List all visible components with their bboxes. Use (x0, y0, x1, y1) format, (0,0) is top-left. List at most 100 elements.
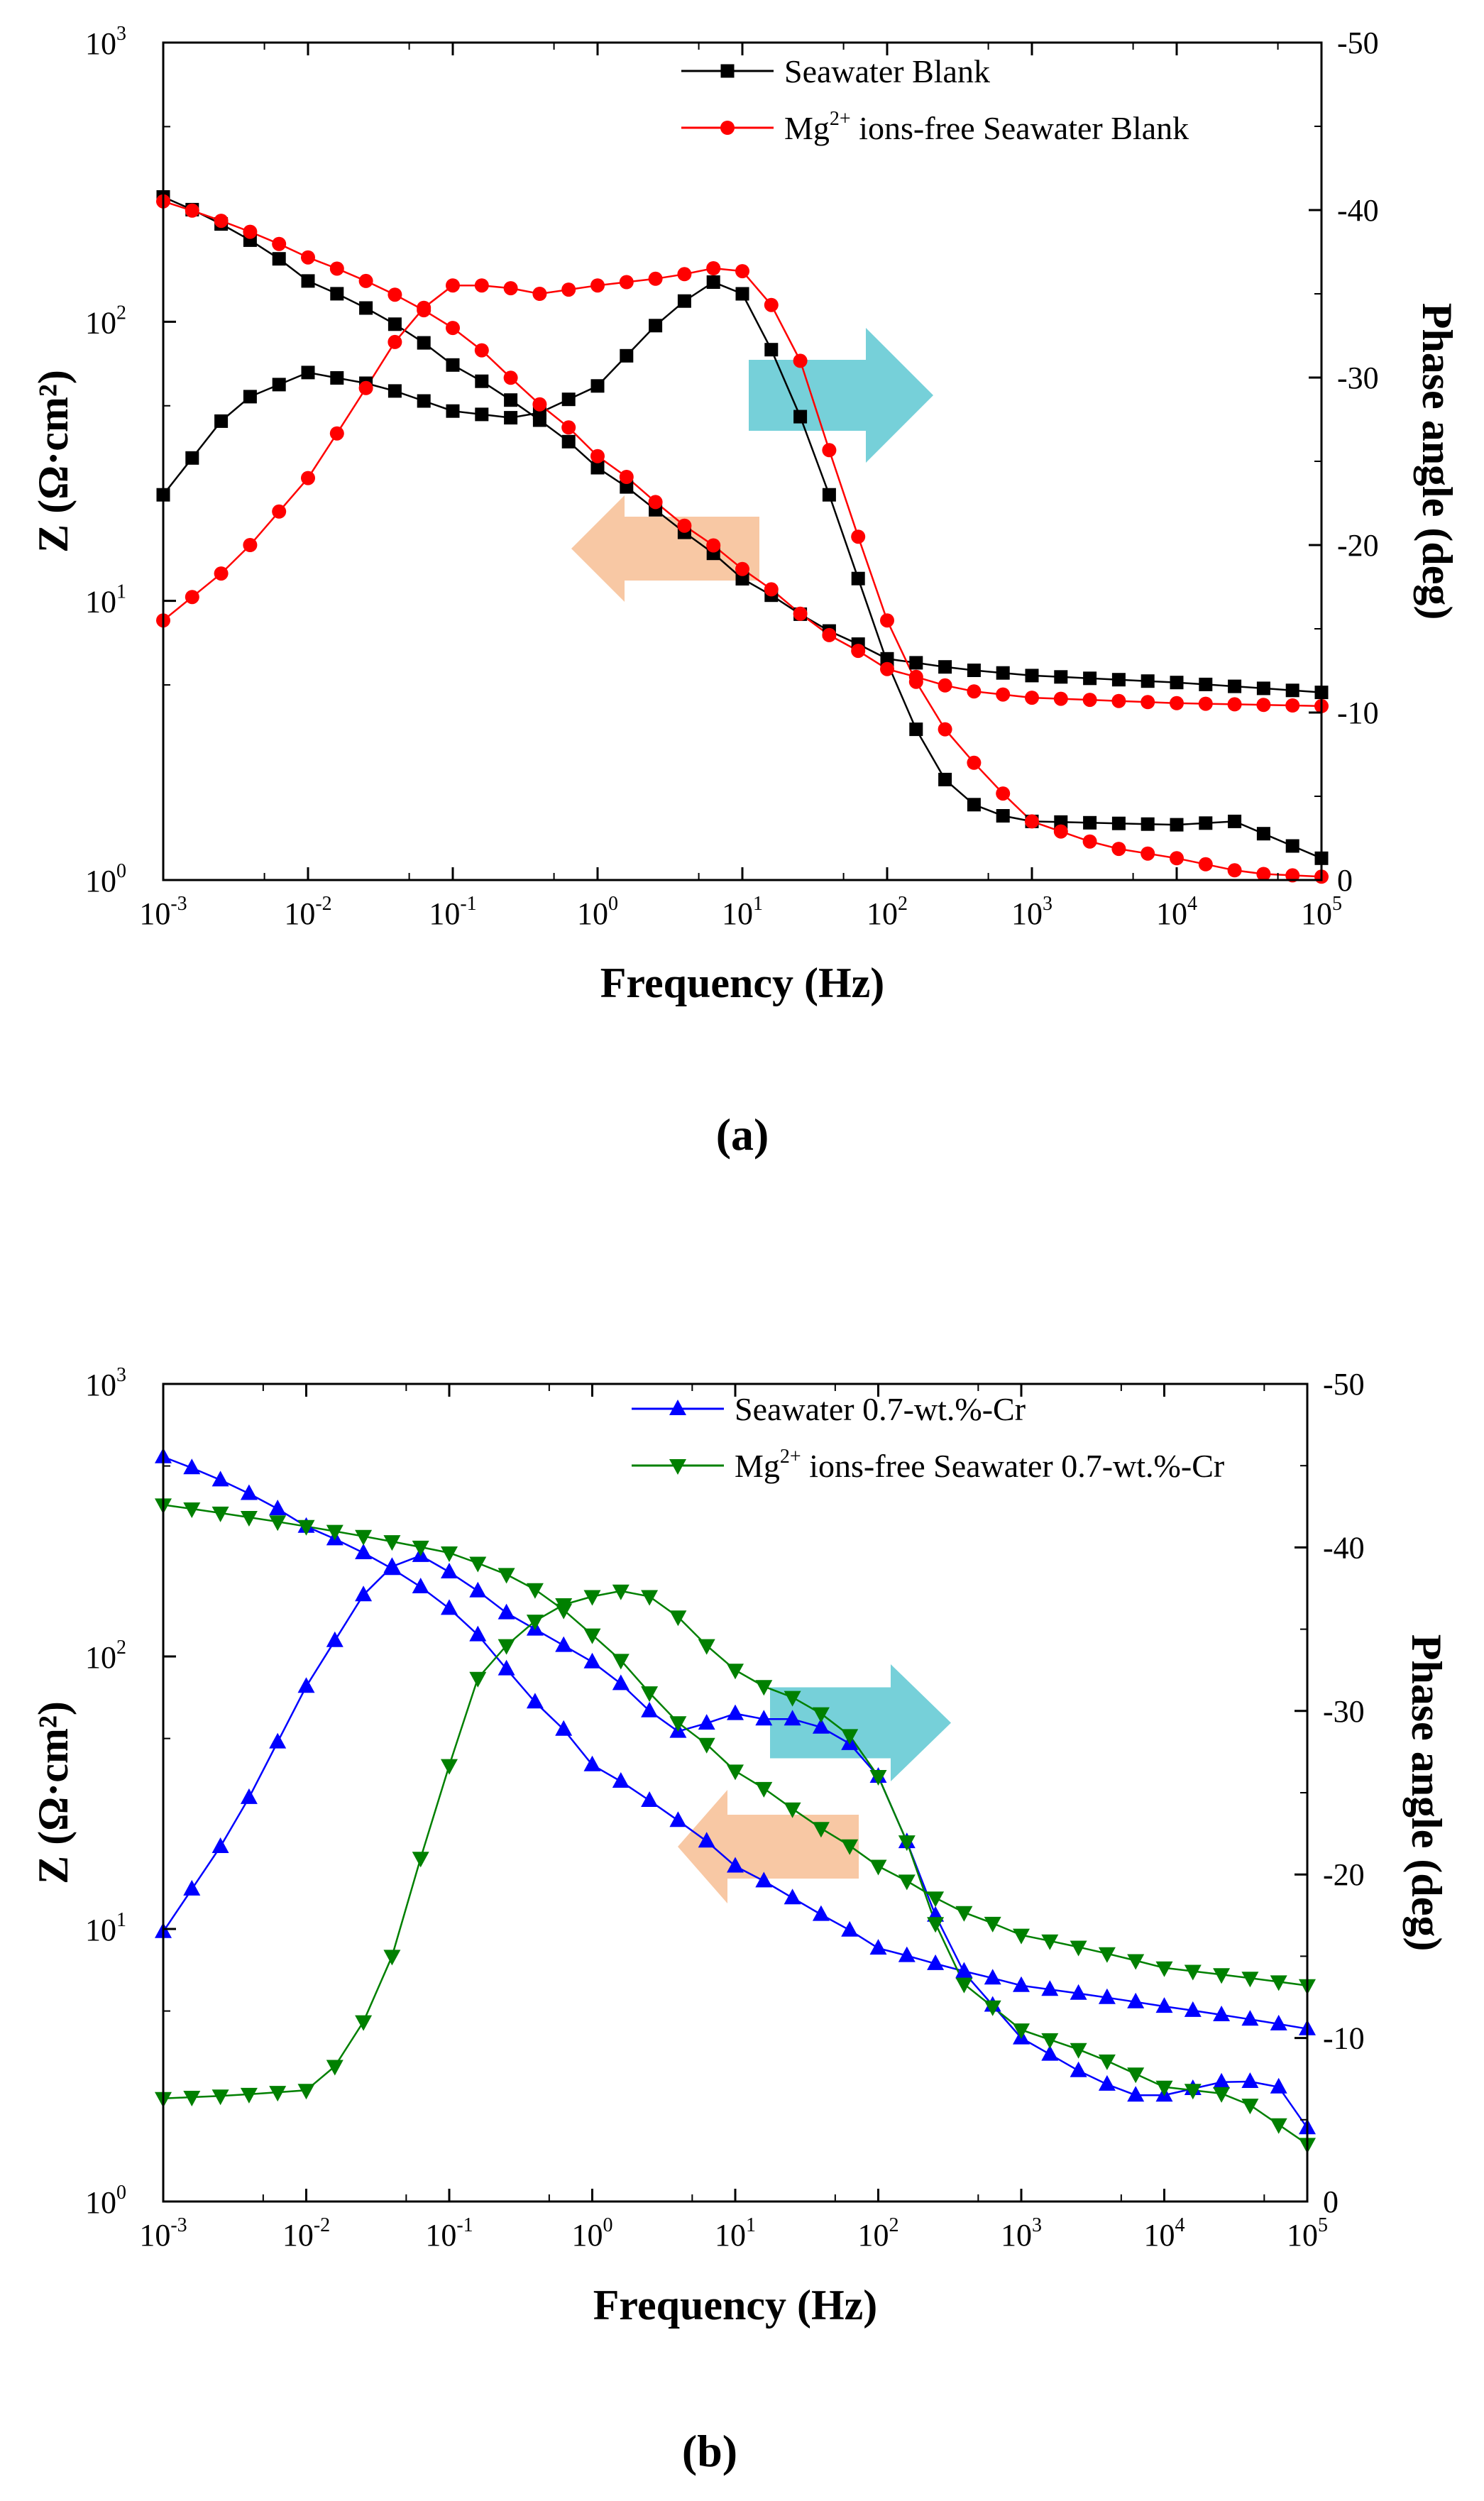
panel-b-series-2-phase-point (984, 2000, 1001, 2016)
panel-a-series-1-phase-point (561, 392, 576, 407)
panel-a-series-2-impedance-point (938, 678, 952, 693)
panel-b-series-2-phase-point (1184, 2084, 1202, 2100)
panel-a-x-tick-label: 104 (1156, 893, 1197, 931)
panel-a-series-2-phase-point (417, 300, 432, 315)
panel-b-series-2-phase-point (612, 1584, 630, 1600)
panel-b-x-tick-label: 10-1 (425, 2214, 473, 2253)
panel-b-series-1-phase-point (183, 1879, 201, 1896)
panel-b-series-1-impedance-point (240, 1484, 258, 1500)
panel-a-series-2-impedance-point (388, 287, 402, 302)
panel-b-series-2-impedance-point (1241, 1972, 1259, 1988)
panel-b-x-tick-label: 104 (1144, 2214, 1185, 2253)
panel-b-series-1-phase-point (1213, 2072, 1231, 2089)
panel-b-series-2-impedance-point (240, 1511, 258, 1527)
panel-a-series-2-phase-point (1053, 824, 1068, 839)
panel-a-y-right-tick-label: -10 (1337, 696, 1379, 730)
panel-b-series-1-impedance-point (269, 1500, 287, 1515)
panel-a-x-axis-title: Frequency (Hz) (600, 960, 884, 1006)
panel-a-legend: Seawater Blank Mg2+ ions-free Seawater Bl… (681, 53, 1189, 146)
panel-a-series-1-impedance-point (301, 274, 315, 288)
panel-a-x-tick-label: 100 (577, 893, 618, 931)
panel-b-series-1-impedance-point (612, 1772, 630, 1788)
panel-a-series-2-phase-point (388, 334, 402, 349)
panel-a-series-1-phase-point (996, 809, 1010, 823)
panel-b-series-2-impedance-point (1213, 1968, 1231, 1984)
panel-b-series-2-phase-point (211, 2089, 229, 2106)
panel-a-series-1-impedance-point (504, 393, 518, 407)
panel-a-series-1-phase-point (1083, 815, 1097, 830)
panel-b-y-right-tick-label: 0 (1323, 2184, 1339, 2219)
panel-a-series-1-phase-point (649, 319, 663, 333)
panel-a-series-1-impedance-point (1170, 676, 1184, 690)
panel-a-x-tick-label: 102 (867, 893, 908, 931)
panel-a-series-1-phase-point (272, 378, 286, 392)
panel-a-series-2-phase-point (967, 755, 982, 770)
panel-a-series-2-phase-point (329, 426, 344, 441)
panel-b-series-2-phase-point (1213, 2087, 1231, 2103)
panel-a-legend-marker-2 (720, 121, 735, 135)
panel-b-series-1-impedance-point (1041, 1980, 1059, 1996)
panel-a-series-1-phase-point (620, 348, 634, 363)
panel-b-series-2-impedance-point (526, 1583, 544, 1599)
panel-b-series-2-impedance-point (1013, 1928, 1030, 1945)
panel-b-series-1-impedance-point (841, 1920, 859, 1937)
panel-a-series-1-phase-point (764, 343, 779, 357)
panel-b-series-2-impedance-point (1184, 1964, 1202, 1981)
panel-b-series-1-impedance-point (898, 1946, 916, 1962)
panel-a: 10-3 10-2 10-1 100 101 102 103 104 105 100 101 102 1… (30, 23, 1461, 1160)
panel-b-series-1-impedance-point (441, 1599, 458, 1615)
panel-b-series-1-impedance-point (727, 1857, 744, 1873)
panel-b-series-2-impedance-point (984, 1916, 1001, 1933)
panel-a-series-1-impedance-point (1141, 674, 1155, 688)
panel-a-series-1-phase-point (504, 411, 518, 425)
panel-b-series-2-phase-point (183, 2091, 201, 2106)
panel-b-series-1-phase-point (955, 1963, 973, 1979)
panel-a-y-right-tick-label: -40 (1337, 193, 1379, 228)
panel-a-series-2-impedance-point (1141, 695, 1155, 710)
panel-b-series-2-phase-point (927, 1917, 945, 1933)
panel-b-series-2-phase-point (383, 1950, 401, 1966)
panel-a-series-1-phase-point (1256, 827, 1270, 841)
panel-b-series-2-phase-point (555, 1598, 573, 1614)
panel-b-x-tick-label: 101 (715, 2214, 756, 2253)
panel-a-y-right-tick-label: 0 (1337, 863, 1353, 898)
panel-b-series-2-impedance-point (641, 1686, 659, 1703)
panel-b-series-2-phase-point (412, 1852, 429, 1868)
panel-b-series-2-impedance-point (211, 1506, 229, 1522)
panel-b-series-2-phase-point (469, 1671, 487, 1688)
panel-b-series-2-phase-point (1041, 2033, 1059, 2049)
panel-a-series-markers (156, 190, 1329, 884)
panel-a-series-2-impedance-point (851, 644, 866, 659)
panel-b: 10-3 10-2 10-1 100 101 102 103 104 105 100 101 102 1… (30, 1364, 1450, 2476)
panel-b-series-2-phase-point (240, 2087, 258, 2104)
panel-b-series-1-phase-point (498, 1603, 515, 1620)
panel-a-series-2-impedance-point (1227, 697, 1242, 712)
panel-b-series-2-phase-point (269, 2086, 287, 2102)
panel-b-series-2-phase-point (869, 1770, 887, 1786)
panel-b-series-1-impedance-point (1098, 1988, 1116, 2004)
panel-a-series-2-phase-point (822, 443, 837, 458)
panel-a-x-tick-label: 10-3 (139, 893, 187, 931)
panel-a-series-2-phase-point (648, 271, 663, 286)
panel-a-series-2-phase-point (532, 287, 547, 301)
panel-b-series-1-impedance-point (498, 1659, 515, 1676)
panel-b-series-1-phase-point (383, 1557, 401, 1573)
panel-a-series-1-phase-point (822, 488, 836, 502)
panel-a-series-2-impedance-point (648, 495, 663, 510)
panel-b-series-2-impedance-point (1070, 1940, 1087, 1957)
panel-b-series-1-phase-point (755, 1710, 773, 1726)
panel-a-series-1-impedance-point (446, 358, 460, 372)
panel-a-series-2-impedance-point (1256, 698, 1271, 713)
panel-b-series-2-phase-point (498, 1639, 515, 1655)
panel-b-series-1-phase-point (211, 1837, 229, 1853)
panel-a-series-1-phase-point (1141, 817, 1155, 831)
panel-b-series-1-impedance-point (1155, 1997, 1173, 2013)
panel-a-series-1-impedance-point (1199, 677, 1213, 691)
panel-a-series-1-impedance-point (967, 664, 981, 677)
panel-a-series-1-impedance-point (909, 656, 923, 670)
panel-b-series-1-impedance-point (555, 1720, 573, 1736)
panel-b-series-2-phase-point (583, 1590, 601, 1606)
panel-a-series-1-impedance-point (1054, 670, 1068, 684)
panel-a-series-1-impedance-point (938, 660, 952, 674)
panel-b-series-1-impedance-point (1241, 2010, 1259, 2026)
